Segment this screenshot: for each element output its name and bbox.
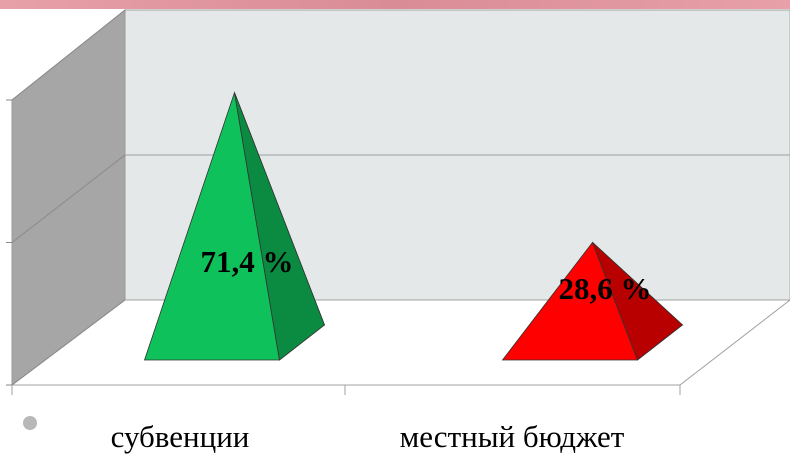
- grid-line: [11, 299, 126, 386]
- bullet: [23, 416, 37, 430]
- pyramid-side: [234, 92, 325, 361]
- x-tick-label: местный бюджет: [400, 419, 625, 454]
- value-label: 71,4 %: [201, 244, 294, 279]
- x-tick-label: субвенции: [111, 419, 250, 454]
- value-label: 28,6 %: [559, 271, 652, 306]
- grid-line: [11, 154, 126, 243]
- floor: [10, 299, 790, 386]
- top-band: [0, 0, 790, 9]
- grid-line: [11, 9, 126, 101]
- pyramid-side: [592, 242, 684, 361]
